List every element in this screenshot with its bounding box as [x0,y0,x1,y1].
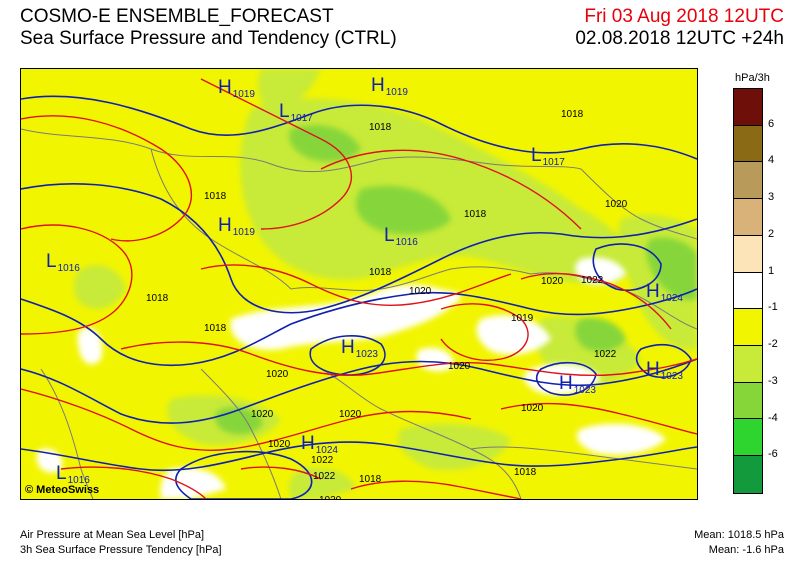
footer-statistics: Mean: 1018.5 hPa Mean: -1.6 hPa [694,528,784,558]
isobar-label: 1020 [605,199,628,210]
colorbar-swatch [734,309,762,347]
isobar-label: 1020 [251,409,274,420]
forecast-title: COSMO-E ENSEMBLE_FORECAST [20,6,334,27]
isobar-label: 1018 [514,467,537,478]
title-block: COSMO-E ENSEMBLE_FORECAST Sea Surface Pr… [20,6,397,50]
isobar-label: 1020 [339,409,362,420]
forecast-subtitle: Sea Surface Pressure and Tendency (CTRL) [20,28,397,49]
mean-tendency: Mean: -1.6 hPa [708,544,784,556]
isobar-label: 1018 [359,474,382,485]
map-copyright: © MeteoSwiss [25,484,99,496]
colorbar-tick-label: -6 [768,448,778,461]
isobar-label: 1022 [594,349,617,360]
isobar-label: 1018 [146,293,169,304]
colorbar-swatch [734,272,762,310]
isobar-label: 1020 [521,403,544,414]
footer-pressure-label: Air Pressure at Mean Sea Level [hPa] [20,529,205,541]
isobar-label: 1018 [464,209,487,220]
colorbar-unit: hPa/3h [735,72,770,84]
pressure-center: H1023 [646,359,683,382]
colorbar-tick-label: 6 [768,117,775,130]
isobar-label: 1019 [511,313,534,324]
colorbar-swatch [734,346,762,383]
colorbar-swatch [734,162,762,200]
pressure-center: H1024 [646,281,683,304]
pressure-centers: H1019 L1017 H1019 L1017 H1019 L1016 L101… [46,75,683,486]
valid-time-block: Fri 03 Aug 2018 12UTC 02.08.2018 12UTC +… [575,6,784,50]
pressure-center: L1017 [279,101,313,124]
isobar-label: 1018 [369,267,392,278]
isobars-blue [21,95,697,499]
pressure-center: L1016 [46,251,80,274]
colorbar-swatch [734,89,762,126]
map-svg: H1019 L1017 H1019 L1017 H1019 L1016 L101… [21,69,697,499]
pressure-center: H1024 [301,433,338,456]
footer-tendency-label: 3h Sea Surface Pressure Tendency [hPa] [20,544,222,556]
isobar-label: 1020 [541,276,564,287]
colorbar-tick-label: 3 [768,191,775,204]
pressure-center: L1017 [531,145,565,168]
isobar-label: 1020 [319,495,342,499]
pressure-center: L1016 [384,225,418,248]
pressure-center: L1016 [56,463,90,486]
isobar-label: 1022 [581,275,604,286]
pressure-center: H1019 [218,215,255,238]
colorbar-tick-label: -4 [768,411,778,424]
isobar-label: 1022 [313,471,336,482]
colorbar-tick-label: 1 [768,264,775,277]
colorbar-swatch [734,456,762,493]
pressure-center: H1019 [371,75,408,98]
colorbar-tick-label: -3 [768,374,778,387]
colorbar-tick-label: 2 [768,227,775,240]
pressure-center: H1023 [341,337,378,360]
isobar-label: 1020 [268,439,291,450]
isobar-label: 1022 [311,455,334,466]
isobar-label: 1018 [204,323,227,334]
footer-description: Air Pressure at Mean Sea Level [hPa] 3h … [20,528,222,558]
colorbar-tick-label: -2 [768,338,778,351]
colorbar [733,88,763,494]
colorbar-swatch [734,419,762,457]
forecast-map[interactable]: H1019 L1017 H1019 L1017 H1019 L1016 L101… [20,68,698,500]
isobar-label: 1018 [369,122,392,133]
isobar-labels: 1018 1018 1018 1020 1018 1018 1018 1020 … [146,109,628,499]
isobar-label: 1020 [266,369,289,380]
pressure-center: H1023 [559,373,596,396]
pressure-center: H1019 [218,77,255,100]
tendency-green [215,125,697,435]
isobar-label: 1020 [409,286,432,297]
colorbar-tick-label: -1 [768,301,778,314]
mean-pressure: Mean: 1018.5 hPa [694,529,784,541]
isobar-label: 1018 [204,191,227,202]
run-info: 02.08.2018 12UTC +24h [575,28,784,49]
colorbar-swatch [734,235,762,273]
isobar-label: 1020 [448,361,471,372]
colorbar-tick-label: 4 [768,154,775,167]
colorbar-swatch [734,382,762,420]
valid-date: Fri 03 Aug 2018 12UTC [584,6,784,27]
isobar-label: 1018 [561,109,584,120]
colorbar-swatch [734,199,762,236]
isallobars-red [21,78,697,499]
colorbar-swatch [734,125,762,163]
